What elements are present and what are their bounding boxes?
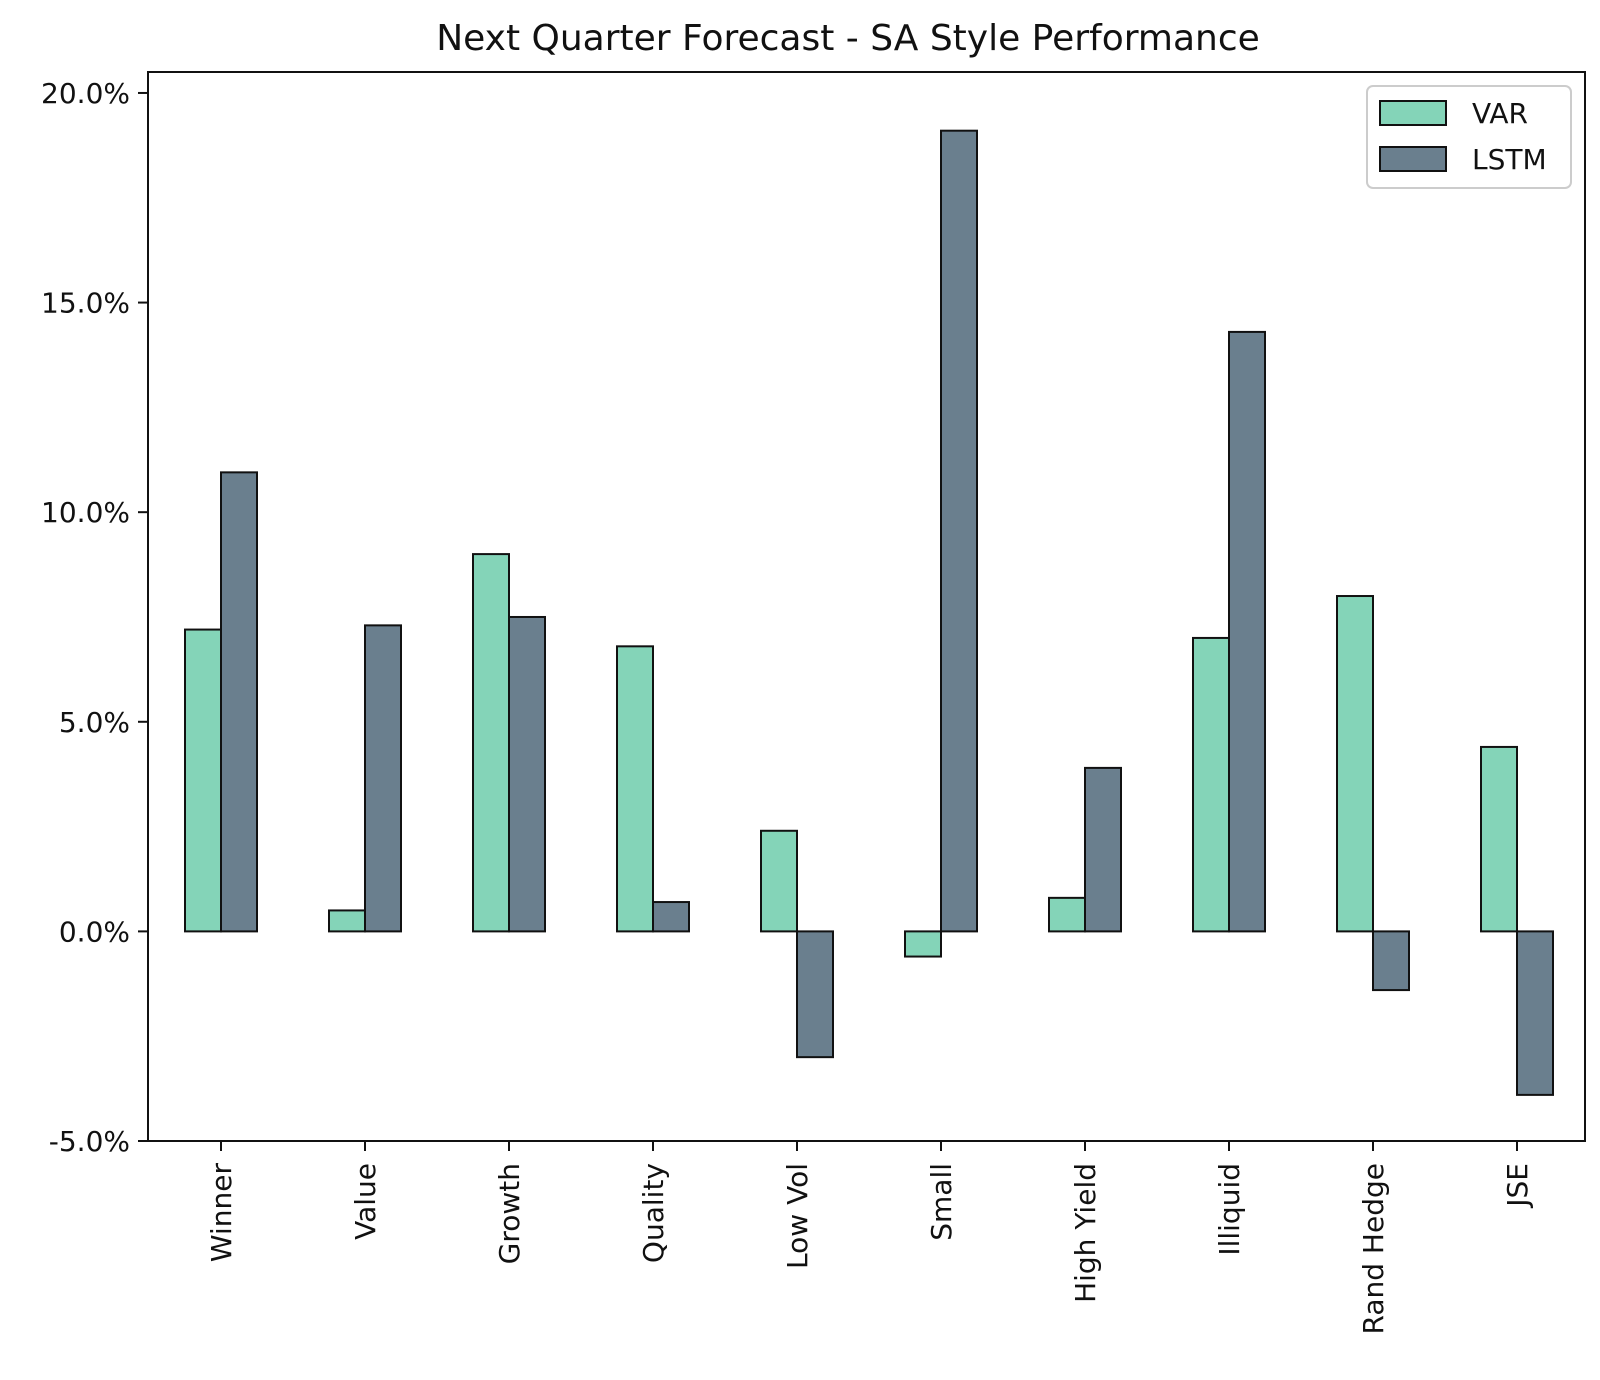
bar-lstm-winner bbox=[220, 471, 258, 933]
bar-var-high-yield bbox=[1048, 896, 1086, 933]
bar-lstm-small bbox=[940, 129, 978, 933]
plot-frame bbox=[147, 71, 1586, 1142]
legend-swatch-lstm bbox=[1379, 146, 1447, 172]
y-tick-label: 0.0% bbox=[59, 915, 130, 948]
legend-swatch-var bbox=[1379, 100, 1447, 126]
x-tick-label-jse: JSE bbox=[1501, 1163, 1534, 1209]
x-tick-label-rand-hedge: Rand Hedge bbox=[1357, 1163, 1390, 1334]
bar-var-jse bbox=[1480, 745, 1518, 933]
bar-var-value bbox=[328, 909, 366, 933]
bar-var-quality bbox=[616, 645, 654, 933]
bar-lstm-rand-hedge bbox=[1372, 930, 1410, 992]
y-tick-label: 5.0% bbox=[59, 706, 130, 739]
bar-var-growth bbox=[472, 553, 510, 933]
y-tick-label: 10.0% bbox=[41, 496, 130, 529]
y-axis: -5.0% 0.0% 5.0% 10.0% 15.0% 20.0% bbox=[41, 77, 148, 1158]
legend: VAR LSTM bbox=[1366, 85, 1572, 189]
bar-lstm-value bbox=[364, 624, 402, 933]
legend-label-var: VAR bbox=[1472, 97, 1528, 130]
bar-lstm-jse bbox=[1516, 930, 1554, 1096]
x-tick-label-illiquid: Illiquid bbox=[1213, 1163, 1246, 1256]
bar-var-low-vol bbox=[760, 829, 798, 933]
bar-lstm-high-yield bbox=[1084, 766, 1122, 933]
bar-lstm-illiquid bbox=[1228, 330, 1266, 933]
bar-var-winner bbox=[184, 628, 222, 933]
x-tick-label-high-yield: High Yield bbox=[1069, 1163, 1102, 1303]
bar-var-small bbox=[904, 930, 942, 958]
bar-var-rand-hedge bbox=[1336, 595, 1374, 933]
y-tick-label: 20.0% bbox=[41, 77, 130, 110]
x-tick-label-value: Value bbox=[349, 1163, 382, 1240]
x-tick-label-growth: Growth bbox=[493, 1163, 526, 1264]
x-tick-label-winner: Winner bbox=[205, 1163, 238, 1263]
bar-lstm-growth bbox=[508, 615, 546, 933]
bar-var-illiquid bbox=[1192, 636, 1230, 933]
bar-lstm-low-vol bbox=[796, 930, 834, 1059]
x-axis: Winner Value Growth Quality Low Vol Small High… bbox=[205, 1141, 1534, 1334]
x-tick-label-quality: Quality bbox=[637, 1163, 670, 1263]
bars-group bbox=[184, 129, 1554, 1096]
legend-label-lstm: LSTM bbox=[1472, 143, 1547, 176]
chart-title: Next Quarter Forecast - SA Style Perform… bbox=[436, 18, 1260, 59]
y-tick-label: -5.0% bbox=[49, 1125, 130, 1158]
bar-lstm-quality bbox=[652, 901, 690, 933]
y-tick-label: 15.0% bbox=[41, 287, 130, 320]
x-tick-label-low-vol: Low Vol bbox=[781, 1163, 814, 1269]
x-tick-label-small: Small bbox=[925, 1163, 958, 1241]
